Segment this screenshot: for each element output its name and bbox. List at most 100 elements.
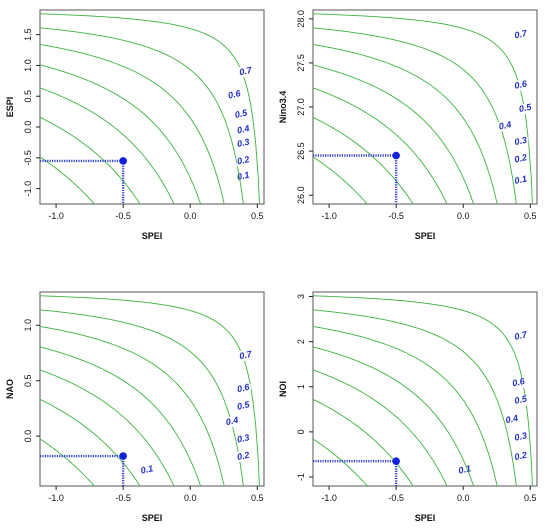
contour-label-bg [512,378,527,389]
y-tick-label: 2 [296,339,306,344]
contour-line [313,64,475,204]
contour-label: 0.3 [236,432,250,444]
contour-label: 0.5 [236,399,251,412]
contour-line [313,87,448,204]
contour-line [40,309,244,486]
contour-label: 0.1 [140,463,154,475]
y-tick-label: 0.0 [23,121,33,134]
contour-line [313,44,498,204]
y-tick-label: 1 [296,384,306,389]
contour-label: 0.6 [227,88,242,101]
data-point [392,457,400,465]
x-tick-label: -0.5 [388,211,404,221]
contour-label-bg [140,465,155,476]
contour-label-bg [518,103,533,114]
x-tick-label: -0.5 [115,211,131,221]
contour-label-bg [236,401,251,412]
contour-label: 0.3 [514,135,528,147]
contour-label-bg [227,90,242,101]
contour-line [313,156,368,204]
contour-label: 0.1 [514,174,528,186]
data-point [119,157,127,165]
contour-line [40,438,95,486]
contour-label-bg [239,350,254,361]
y-axis-label: NOI [278,381,288,397]
y-tick-label: 1.0 [23,319,33,332]
y-tick-label: -1 [296,473,306,481]
contour-label-bg [239,67,254,78]
x-tick-label: -0.5 [388,493,404,503]
y-axis-label: ESPI [5,97,15,118]
x-axis-label: SPEI [142,231,163,241]
contour-label: 0.3 [514,430,528,442]
contour-label: 0.6 [514,78,529,91]
contour-label-bg [236,451,251,462]
x-tick-label: 0.0 [457,493,470,503]
contour-line [313,27,517,204]
contour-label-bg [236,171,251,182]
contour-label: 0.4 [236,123,250,135]
x-tick-label: -0.5 [115,493,131,503]
y-tick-label: 0.5 [23,90,33,103]
contour-label-bg [514,331,529,342]
contour-label: 0.7 [514,28,529,41]
y-axis-label: NAO [5,379,15,399]
contour-label-bg [514,136,529,147]
contour-line [40,64,202,204]
x-tick-label: 0.5 [251,211,264,221]
contour-label: 0.7 [514,329,529,342]
y-tick-label: 1.0 [23,59,33,72]
contour-line [40,87,175,204]
y-tick-label: 0 [296,429,306,434]
contour-line [40,156,95,204]
contour-label-bg [514,432,529,443]
x-tick-label: 0.5 [524,493,537,503]
contour-line [40,369,175,486]
contour-label: 0.3 [236,137,250,149]
x-tick-label: 0.0 [184,211,197,221]
contour-label: 0.2 [236,154,250,166]
y-tick-label: 27.0 [296,98,306,116]
y-tick-label: 26.0 [296,186,306,204]
y-tick-label: 0.0 [23,430,33,443]
x-axis-label: SPEI [142,513,163,523]
contour-label-bg [514,451,529,462]
x-tick-label: 0.5 [251,493,264,503]
contour-line [40,44,225,204]
plot-frame [39,291,265,487]
contour-label-bg [514,30,529,41]
contour-label-bg [234,109,249,120]
contour-label-bg [514,395,529,406]
data-point [119,452,127,460]
contour-label: 0.4 [498,119,512,131]
contour-line [40,13,260,204]
x-tick-label: -1.0 [321,211,337,221]
contour-line [313,398,414,486]
contour-line [313,438,368,486]
y-tick-label: -1.0 [23,181,33,197]
contour-label: 0.5 [518,102,533,115]
x-tick-label: 0.0 [457,211,470,221]
contour-panel-1: -1.0 -0.5 0.0 0.5 -1.0 -0.5 0.0 0.5 1.0 1.5 SPEI ES… [5,9,265,241]
contour-line [40,326,225,486]
contour-label: 0.2 [514,450,528,462]
y-tick-label: 3 [296,294,306,299]
contour-label-bg [514,154,529,165]
contour-line [313,346,475,486]
contour-label-bg [514,80,529,91]
contour-line [40,27,244,204]
y-tick-label: 1.5 [23,28,33,41]
contour-line [40,295,260,486]
contour-label-bg [505,414,520,425]
y-tick-label: 0.5 [23,374,33,387]
contour-label-bg [225,416,240,427]
contour-line [40,116,141,204]
contour-label-bg [236,138,251,149]
y-tick-label: 26.5 [296,142,306,160]
contour-line [313,309,517,486]
contour-label-bg [458,465,473,476]
contour-label: 0.2 [236,450,250,462]
contour-line [313,116,414,204]
x-tick-label: -1.0 [48,493,64,503]
